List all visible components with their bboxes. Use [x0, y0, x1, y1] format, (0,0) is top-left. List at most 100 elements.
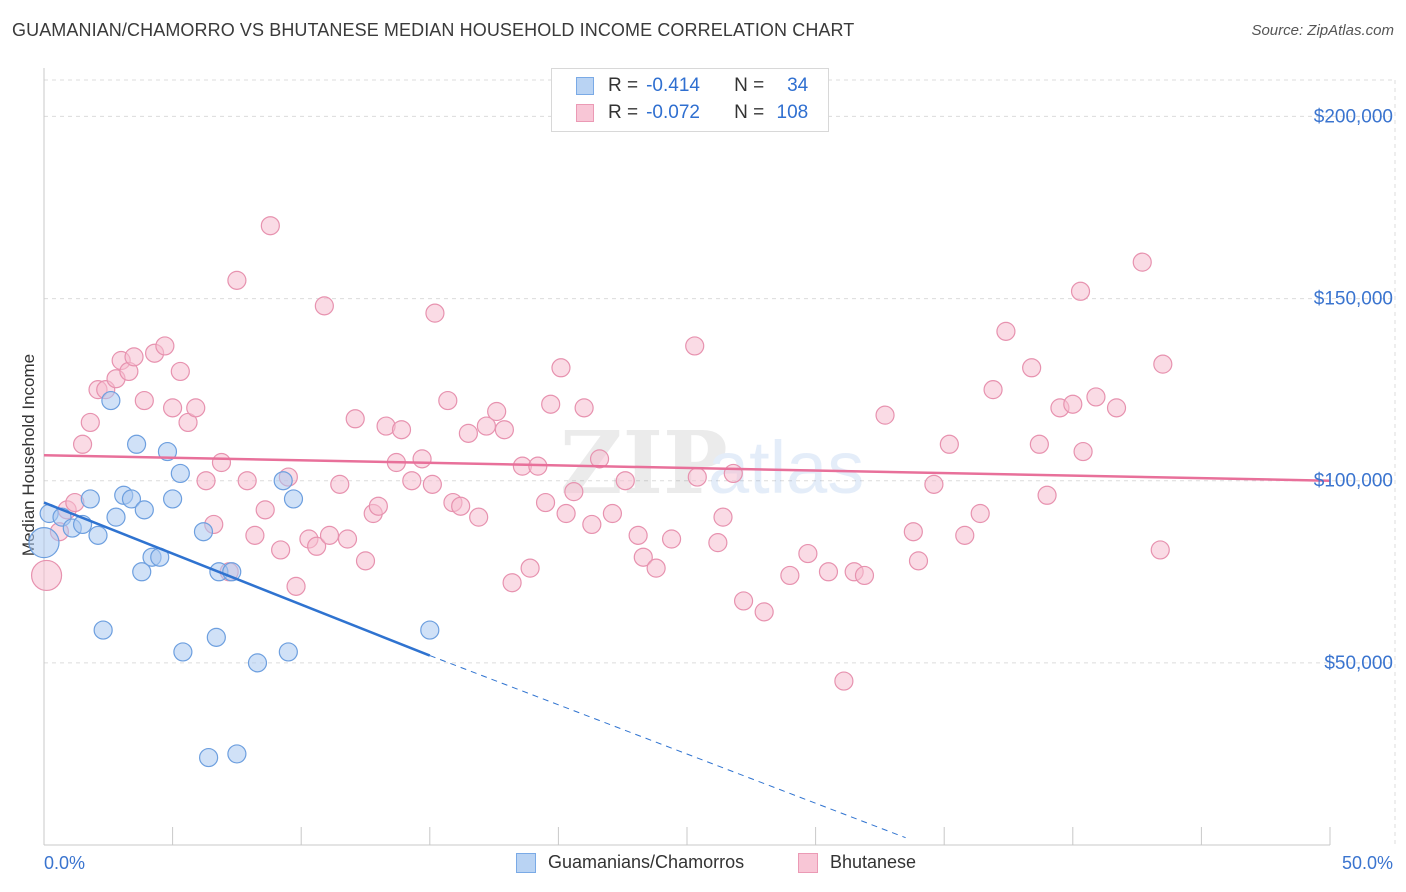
data-point — [1022, 358, 1042, 378]
data-point — [996, 321, 1016, 341]
data-point — [582, 514, 602, 535]
data-point — [124, 347, 144, 367]
data-point — [163, 489, 183, 509]
legend-item-guamanians: Guamanians/Chamorros — [516, 852, 744, 873]
data-point — [271, 540, 291, 560]
y-tick-label: $150,000 — [1314, 289, 1393, 310]
data-point — [564, 482, 584, 502]
data-point — [602, 503, 623, 524]
source-label: Source: ZipAtlas.com — [1251, 22, 1394, 39]
data-point — [368, 496, 388, 516]
bhutanese-points — [30, 216, 1173, 691]
trend-line-bhutanese — [43, 453, 1331, 482]
data-point — [955, 525, 975, 545]
n-value: 108 — [776, 102, 809, 123]
data-point — [186, 398, 206, 418]
n-label: N = — [734, 102, 765, 123]
data-point — [854, 565, 875, 586]
data-point — [708, 533, 728, 553]
data-point — [422, 474, 442, 494]
data-point — [170, 361, 190, 382]
data-point — [1106, 398, 1127, 418]
data-point — [72, 434, 93, 454]
data-point — [615, 471, 635, 491]
legend-label: Guamanians/Chamorros — [548, 852, 745, 872]
data-point — [163, 398, 183, 418]
data-point — [93, 620, 113, 640]
data-point — [535, 492, 556, 513]
trend-lines — [43, 453, 1331, 839]
data-point — [199, 747, 219, 768]
data-point — [278, 642, 298, 662]
data-point — [733, 591, 754, 611]
data-point — [798, 543, 818, 564]
data-point — [1037, 485, 1057, 505]
data-point — [834, 671, 854, 691]
data-point — [286, 576, 306, 596]
data-point — [1150, 540, 1170, 560]
trend-line-guamanian-extension — [429, 655, 906, 839]
data-point — [589, 449, 610, 469]
data-point — [687, 467, 707, 487]
data-point — [88, 525, 108, 545]
data-point — [451, 496, 471, 516]
x-tick-label: 0.0% — [44, 853, 85, 873]
data-point — [685, 336, 705, 356]
data-point — [391, 420, 412, 440]
data-point — [502, 573, 522, 593]
data-point — [155, 336, 175, 356]
r-label: R = — [608, 102, 639, 123]
legend-swatch-blue — [516, 852, 536, 873]
data-point — [723, 463, 743, 484]
data-point — [227, 744, 247, 764]
y-tick-label: $50,000 — [1324, 653, 1393, 674]
data-point — [28, 527, 60, 559]
data-point — [1153, 354, 1173, 374]
data-point — [106, 507, 126, 527]
data-point — [458, 423, 478, 443]
x-tick-label: 50.0% — [1342, 853, 1393, 873]
stats-row-bhutanese: R = -0.072 N = 108 — [576, 100, 808, 126]
data-point — [541, 394, 561, 414]
legend-swatch-pink — [576, 104, 594, 122]
n-label: N = — [734, 75, 765, 96]
data-point — [574, 398, 594, 418]
data-point — [80, 489, 100, 509]
data-point — [121, 489, 142, 509]
data-point — [245, 525, 265, 545]
data-point — [196, 471, 216, 491]
data-point — [314, 296, 334, 316]
chart-title: GUAMANIAN/CHAMORRO VS BHUTANESE MEDIAN H… — [12, 20, 855, 40]
data-point — [1029, 434, 1049, 454]
data-point — [206, 627, 226, 647]
data-point — [173, 642, 193, 662]
data-point — [1073, 441, 1093, 462]
data-point — [754, 602, 774, 622]
data-point — [494, 420, 514, 440]
data-point — [661, 529, 682, 549]
r-value: -0.072 — [646, 102, 700, 123]
legend-label: Bhutanese — [830, 852, 917, 872]
data-point — [476, 416, 496, 436]
data-point — [646, 558, 666, 578]
data-point — [170, 463, 190, 484]
axes — [43, 68, 1331, 846]
data-point — [438, 390, 458, 411]
n-value: 34 — [787, 75, 809, 96]
data-point — [908, 551, 929, 571]
data-point — [469, 507, 489, 527]
legend-item-bhutanese: Bhutanese — [798, 852, 916, 873]
y-tick-label: $200,000 — [1314, 106, 1393, 127]
data-point — [307, 536, 327, 556]
data-point — [273, 471, 293, 491]
data-point — [193, 522, 214, 542]
data-point — [1063, 394, 1083, 414]
data-point — [247, 653, 268, 673]
data-point — [939, 434, 959, 454]
data-point — [30, 559, 63, 592]
data-point — [101, 390, 121, 411]
data-point — [425, 303, 445, 323]
data-point — [903, 522, 923, 542]
r-label: R = — [608, 75, 639, 96]
